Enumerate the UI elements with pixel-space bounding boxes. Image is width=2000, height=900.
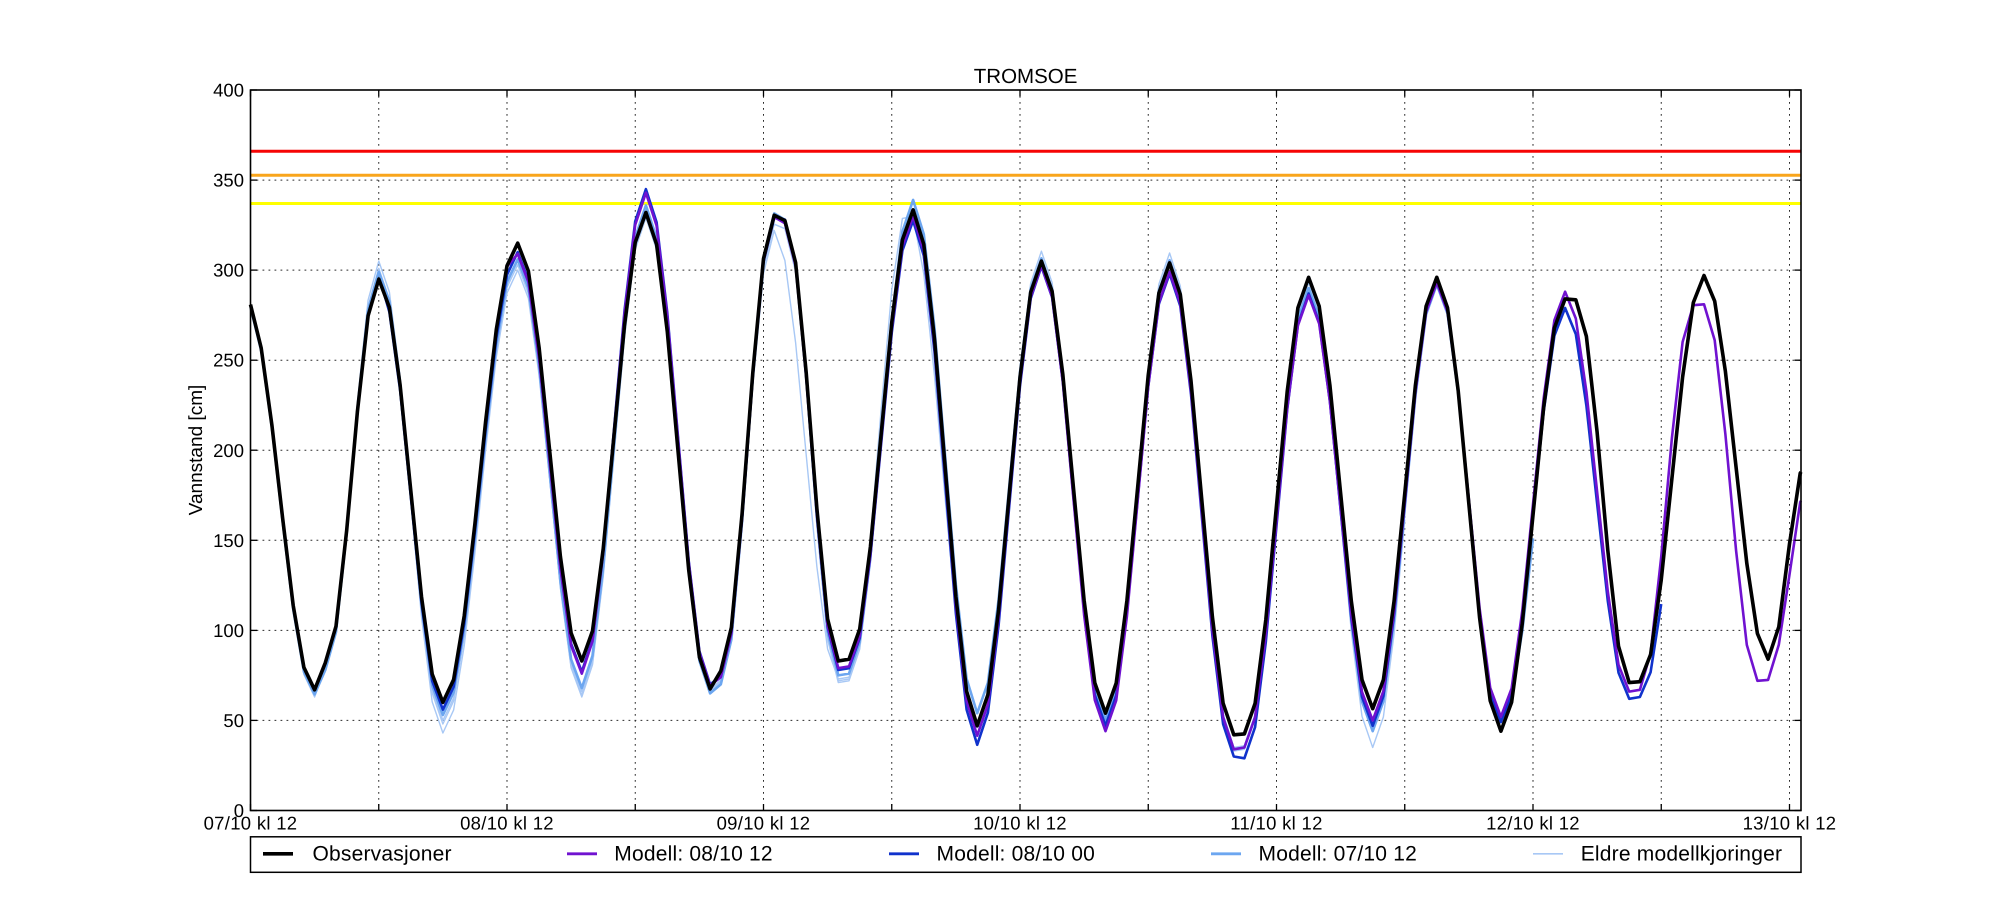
svg-text:11/10 kl 12: 11/10 kl 12 [1230,813,1322,834]
svg-text:07/10 kl 12: 07/10 kl 12 [204,813,298,834]
svg-text:Vannstand [cm]: Vannstand [cm] [186,385,207,516]
svg-text:50: 50 [223,710,244,731]
svg-text:Observasjoner: Observasjoner [313,843,452,866]
svg-text:300: 300 [213,260,244,281]
svg-text:150: 150 [213,530,244,551]
svg-text:08/10 kl 12: 08/10 kl 12 [460,813,554,834]
svg-text:0: 0 [234,800,244,821]
svg-text:09/10 kl 12: 09/10 kl 12 [717,813,811,834]
svg-text:Modell: 08/10 00: Modell: 08/10 00 [937,843,1095,866]
svg-text:13/10 kl 12: 13/10 kl 12 [1743,813,1837,834]
svg-text:400: 400 [213,80,244,101]
svg-text:TROMSOE: TROMSOE [974,65,1078,88]
svg-text:100: 100 [213,620,244,641]
svg-text:250: 250 [213,350,244,371]
svg-text:12/10 kl 12: 12/10 kl 12 [1486,813,1580,834]
svg-text:10/10 kl 12: 10/10 kl 12 [973,813,1067,834]
svg-text:200: 200 [213,440,244,461]
svg-text:Eldre modellkjoringer: Eldre modellkjoringer [1581,843,1782,866]
svg-text:350: 350 [213,170,244,191]
svg-text:Modell: 07/10 12: Modell: 07/10 12 [1259,843,1417,866]
svg-text:Modell: 08/10 12: Modell: 08/10 12 [614,843,772,866]
